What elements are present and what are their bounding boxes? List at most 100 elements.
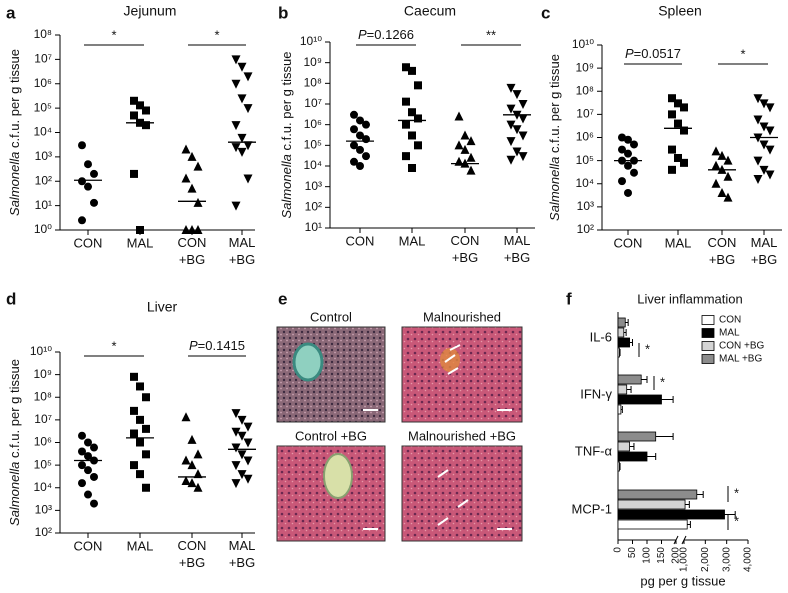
y-tick-label: 10⁶ (34, 435, 52, 449)
error-bar (661, 396, 674, 403)
dot (518, 131, 528, 141)
dot (130, 406, 138, 415)
error-bar (629, 339, 633, 346)
y-tick-label: 10⁶ (34, 76, 52, 90)
dot (506, 104, 516, 114)
y-tick-label: 10² (35, 173, 52, 187)
dot (193, 449, 203, 459)
legend-swatch (701, 354, 715, 364)
dot (624, 188, 632, 197)
significance-label: * (111, 338, 116, 353)
panel-label: a (6, 3, 16, 22)
dot (362, 120, 370, 129)
panel-label: f (566, 289, 572, 308)
x-tick-label: 200 (671, 547, 682, 564)
dot (142, 121, 150, 130)
dot (187, 460, 197, 470)
dot (753, 175, 763, 185)
y-tick-label: TNF-α (575, 443, 613, 458)
x-tick-label: CON +BG (451, 233, 480, 265)
x-tick-label: CON (614, 235, 643, 250)
legend-swatch (701, 328, 715, 338)
dot (723, 155, 733, 165)
x-tick-label: CON (74, 235, 103, 250)
dot (506, 120, 516, 130)
dot (142, 483, 150, 492)
y-tick-label: 10⁶ (576, 130, 594, 144)
y-tick-label: 10⁷ (576, 107, 594, 121)
dot (674, 119, 682, 128)
dot (231, 55, 241, 65)
x-tick-label: CON +BG (178, 235, 207, 267)
dot (765, 145, 775, 155)
error-bar (655, 433, 674, 440)
dot (237, 431, 247, 441)
dot (414, 114, 422, 123)
dot (674, 153, 682, 162)
dot (90, 443, 98, 452)
y-tick-label: IL-6 (590, 329, 612, 344)
bar (617, 519, 688, 530)
dot (753, 156, 763, 166)
dot (711, 160, 721, 170)
dot (454, 111, 464, 121)
y-tick-label: 10⁴ (575, 176, 594, 190)
panel-label: c (541, 3, 550, 22)
dot (84, 466, 92, 475)
dot (142, 393, 150, 402)
significance-label: P=0.1266 (358, 27, 414, 42)
dot (193, 197, 203, 207)
y-tick-label: 10⁹ (576, 60, 595, 74)
significance-label: ** (486, 27, 496, 42)
dot (136, 438, 144, 447)
dot (362, 152, 370, 161)
dot (408, 131, 416, 140)
error-bar (724, 511, 736, 518)
dot (765, 126, 775, 136)
dot (362, 135, 370, 144)
dot (231, 479, 241, 489)
legend-label: CON (719, 315, 741, 326)
x-tick-label: MAL (399, 233, 426, 248)
bar (617, 394, 662, 405)
y-tick-label: 10⁷ (34, 412, 52, 426)
error-bar (687, 521, 691, 528)
significance-label: * (660, 374, 665, 389)
dot (84, 452, 92, 461)
bar (617, 404, 622, 415)
image-caption: Malnourished +BG (408, 428, 516, 443)
chart-title: Liver inflammation (637, 291, 743, 306)
dot (231, 461, 241, 471)
dot (350, 141, 358, 150)
y-tick-label: 10⁴ (33, 125, 52, 139)
dot (231, 427, 241, 437)
micrograph (276, 326, 386, 423)
x-tick-label: 0 (613, 547, 624, 553)
x-tick-label: MAL (127, 538, 154, 553)
bar (617, 499, 686, 510)
dot (765, 103, 775, 113)
dot (402, 152, 410, 161)
y-tick-label: 10³ (35, 149, 52, 163)
dot (753, 94, 763, 104)
y-tick-label: 10³ (577, 199, 594, 213)
dot (680, 126, 688, 135)
dot (187, 183, 197, 193)
dot (717, 187, 727, 197)
dot (466, 165, 476, 175)
chart-title: Spleen (658, 3, 702, 19)
vessel (292, 342, 324, 382)
dot (753, 115, 763, 125)
dot (231, 79, 241, 89)
dot (136, 101, 144, 110)
error-bar (619, 463, 621, 470)
y-tick-label: 10⁹ (34, 367, 53, 381)
dot (136, 470, 144, 479)
dot (78, 479, 86, 488)
chart-title: Jejunum (124, 3, 177, 19)
bar (617, 509, 725, 520)
dot (624, 149, 632, 158)
dot (231, 121, 241, 131)
dot (130, 96, 138, 105)
